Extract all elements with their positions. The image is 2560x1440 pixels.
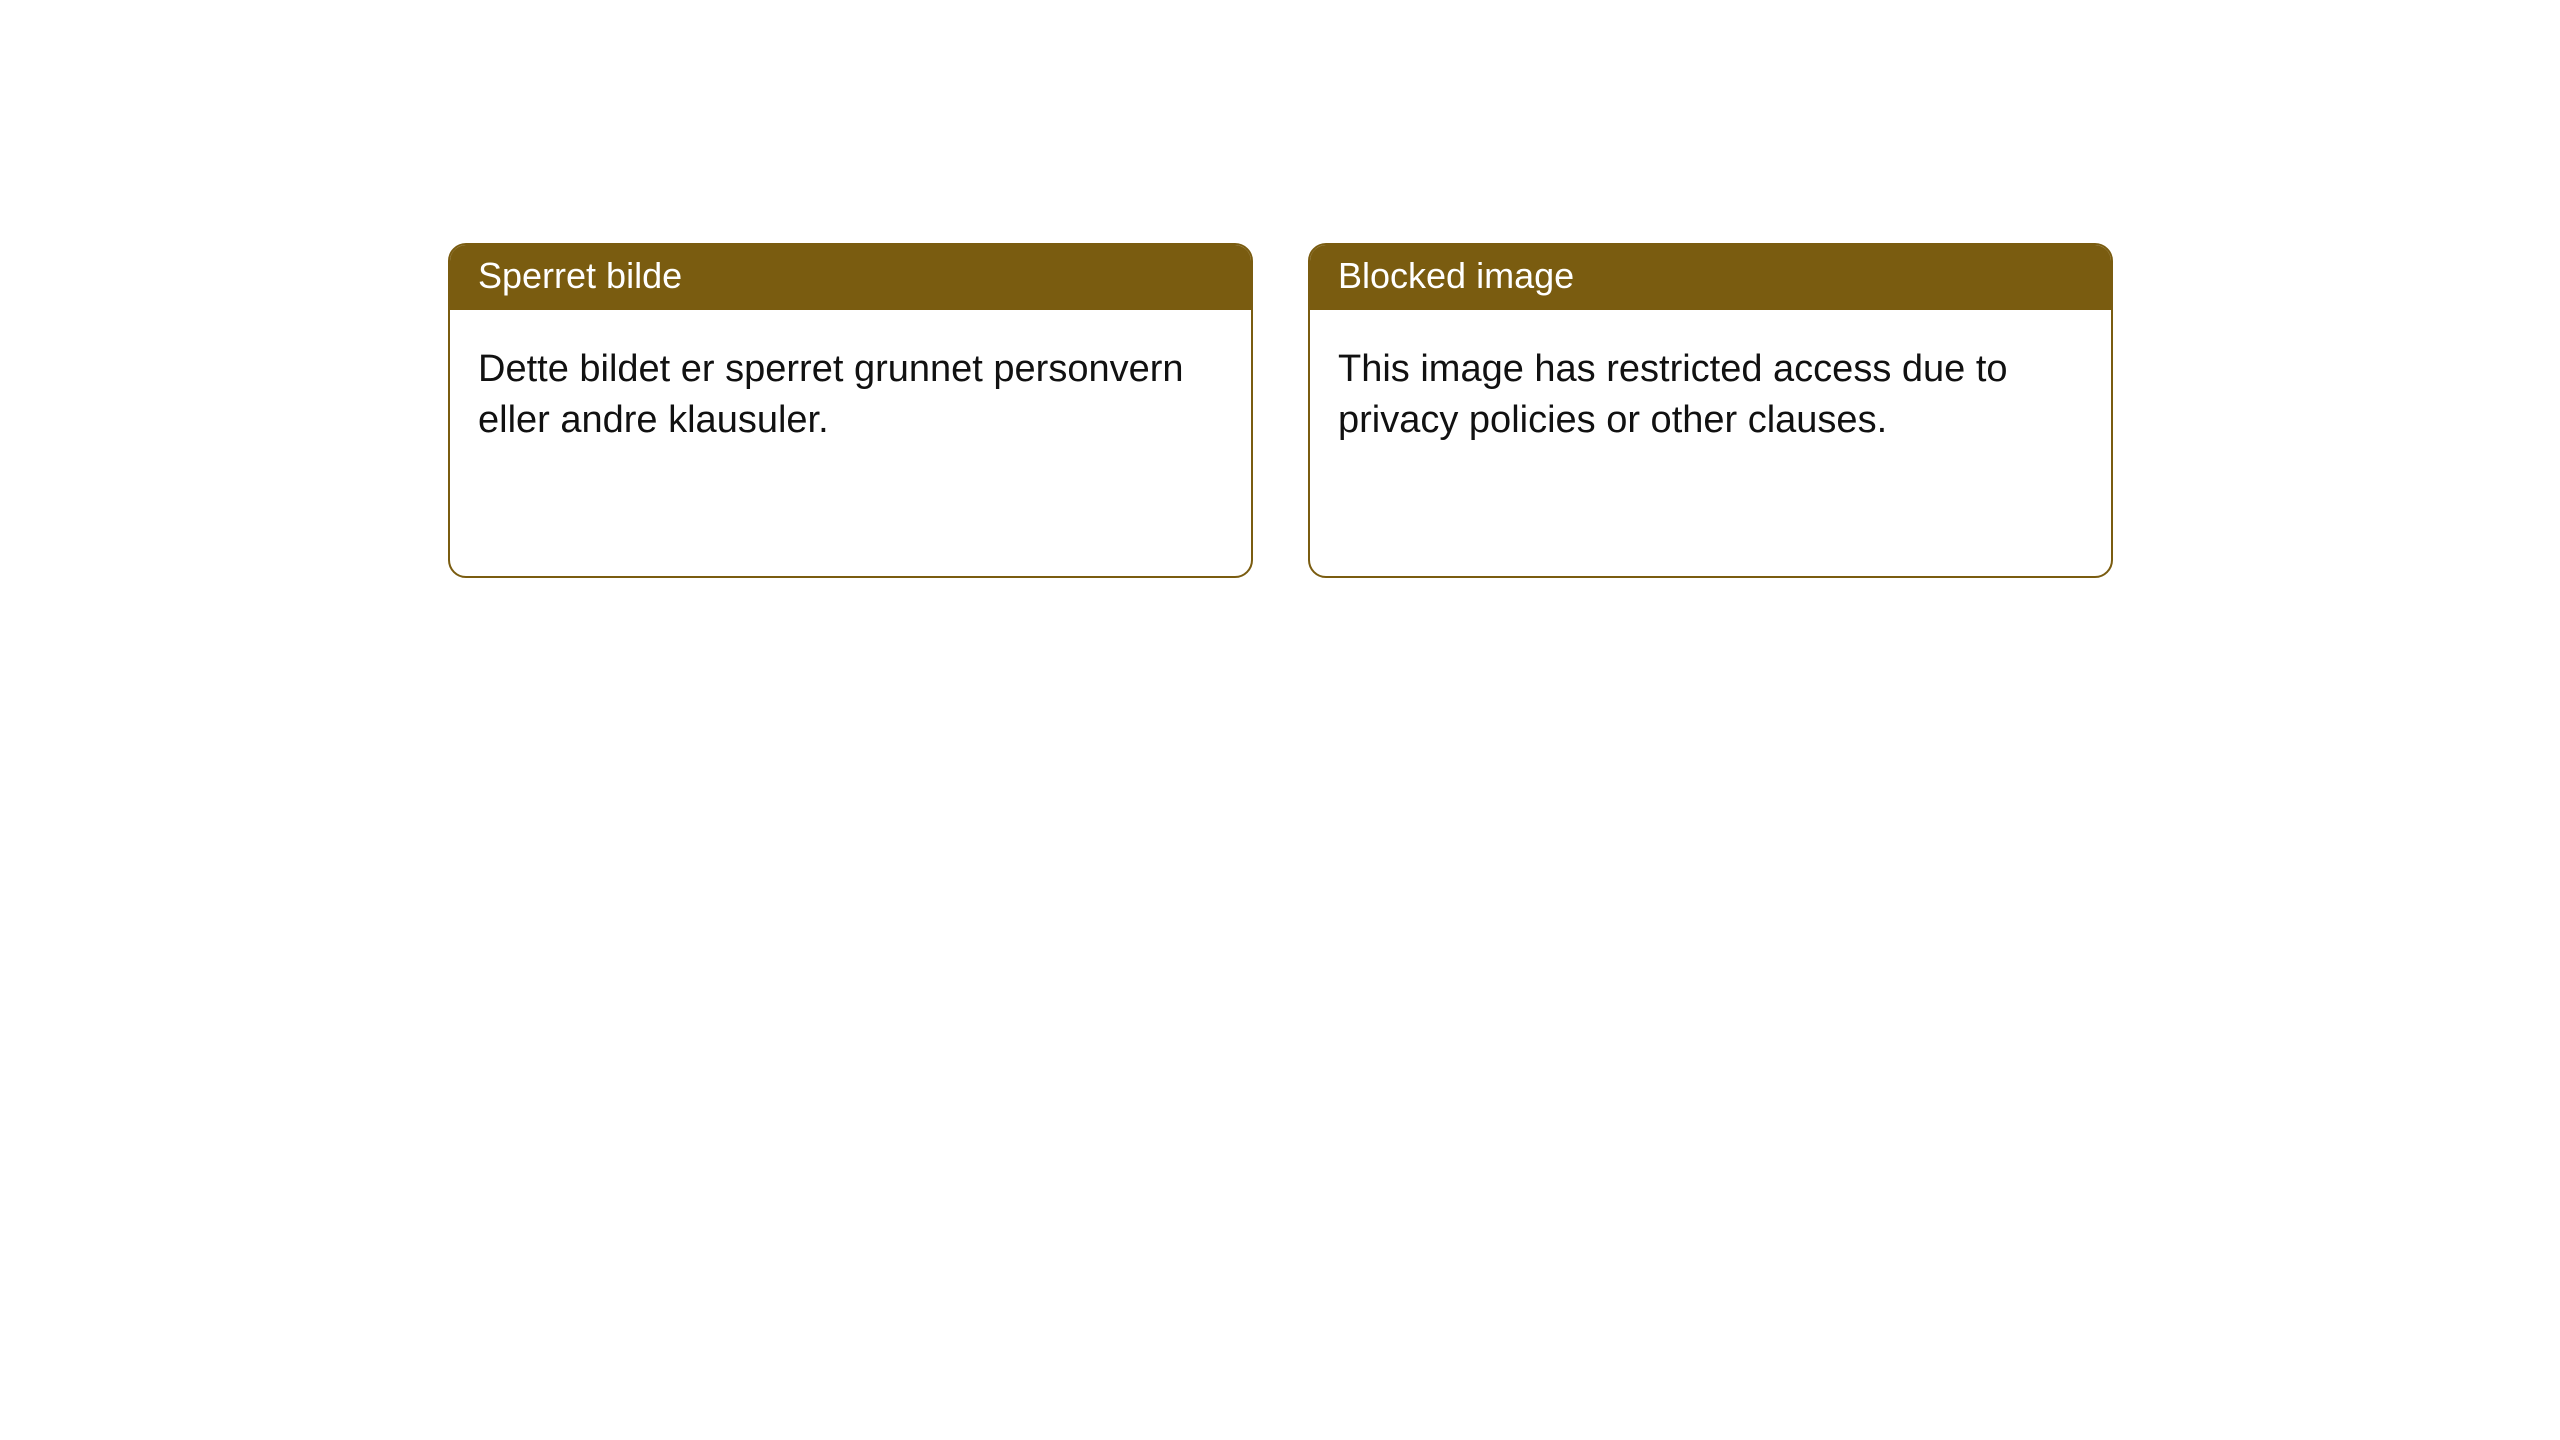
notice-body-english: This image has restricted access due to … (1310, 310, 2111, 475)
notice-header-norwegian: Sperret bilde (450, 245, 1251, 310)
notice-header-english: Blocked image (1310, 245, 2111, 310)
notice-card-english: Blocked image This image has restricted … (1308, 243, 2113, 578)
notice-container: Sperret bilde Dette bildet er sperret gr… (0, 0, 2560, 578)
notice-body-norwegian: Dette bildet er sperret grunnet personve… (450, 310, 1251, 475)
notice-card-norwegian: Sperret bilde Dette bildet er sperret gr… (448, 243, 1253, 578)
